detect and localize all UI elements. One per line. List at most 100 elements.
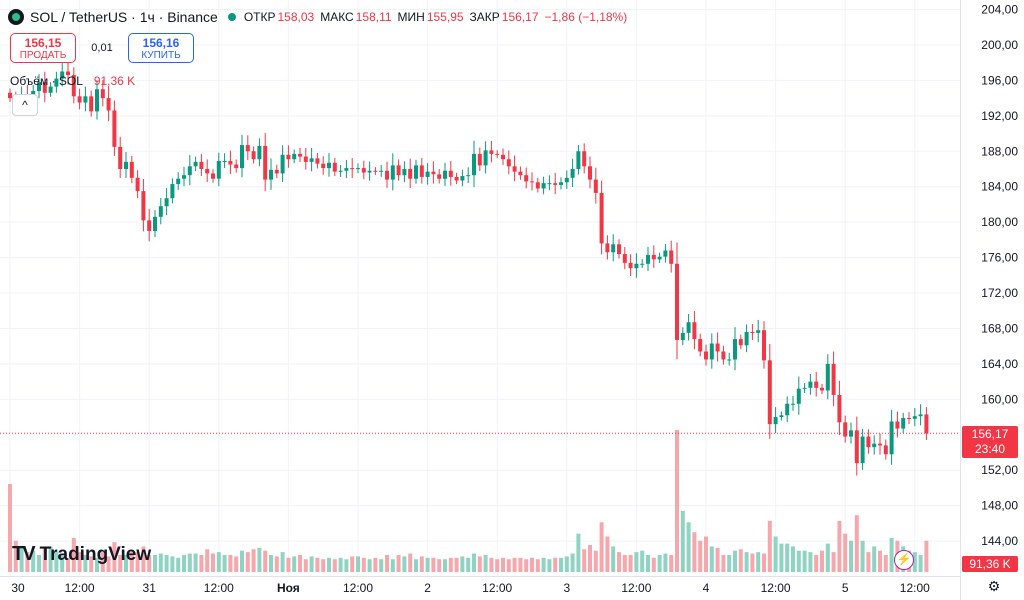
candle-body [727,359,732,361]
volume-bar [802,550,807,572]
volume-bar [878,550,882,572]
candle-body [901,417,906,429]
candle-body [576,151,581,169]
price-axis[interactable]: 204,00 200,00 196,00 192,00 188,00 184,00 180,… [981,3,1018,549]
volume-bar [48,546,53,572]
candle-body [553,183,558,185]
candle-body [750,332,755,334]
y-tick-label: 184,00 [981,180,1018,194]
candle-body [112,110,117,147]
candle-body [448,170,453,177]
volume-bar [553,557,558,572]
volume-bar [605,536,610,572]
time-axis[interactable]: 30 12:00 31 12:00 Ноя 12:00 2 12:00 3 12:00 4 12:00… [11,581,930,595]
candle-body [651,254,656,260]
collapse-legend-button[interactable]: ^ [12,94,38,116]
high-label: МАКС [320,10,354,24]
candle-body [425,171,430,177]
sell-label: ПРОДАТЬ [19,50,67,61]
tradingview-logo-icon: TV [12,543,36,565]
volume-bar [402,556,407,572]
candle-body [66,71,70,76]
y-tick-label: 172,00 [981,286,1018,300]
sell-button[interactable]: 156,15 ПРОДАТЬ [10,33,76,63]
volume-bar [651,557,656,572]
lightning-icon[interactable]: ⚡ [894,550,914,570]
volume-bar [164,554,169,572]
volume-bar [704,536,708,572]
buy-button[interactable]: 156,16 КУПИТЬ [128,33,194,63]
market-status-icon [227,13,236,21]
candle-body [709,343,714,360]
x-tick-label: 31 [143,581,157,595]
candle-body [640,263,645,265]
candle-body [686,322,691,333]
candle-body [321,163,326,169]
candle-body [506,159,511,167]
candle-body [785,403,790,416]
volume-bar [820,550,824,572]
volume-bar [367,559,372,572]
sell-price: 156,15 [24,36,62,50]
candle-body [292,153,297,160]
volume-bar [379,559,384,572]
candle-body [849,430,853,437]
candle-body [588,166,592,180]
candle-body [582,151,587,167]
candle-body [379,170,384,172]
volume-bar [419,556,424,572]
candle-body [622,254,627,263]
buy-price: 156,16 [142,36,180,50]
volume-bar [530,557,534,572]
x-tick-label: 5 [842,581,849,595]
candle-body [698,339,703,352]
candle-body [193,161,198,167]
symbol-title[interactable]: SOL / TetherUS · 1ч · Binance [30,9,218,25]
volume-bar [396,554,401,572]
volume-bar [199,554,204,572]
candle-body [918,414,923,417]
candle-body [153,216,157,231]
candle-body [402,168,407,176]
volume-bar [425,557,430,572]
candle-body [808,381,813,388]
volume-bar [187,553,192,572]
tradingview-logo[interactable]: TV TradingView [12,543,151,566]
candle-body [646,254,650,264]
volume-bar [385,554,389,572]
volume-bar [193,553,198,572]
candle-body [657,256,662,260]
y-tick-label: 180,00 [981,215,1018,229]
volume-bar [489,557,494,572]
low-value: 155,95 [426,10,464,24]
candle-body [715,343,720,352]
candle-body [559,182,563,185]
candle-body [460,176,465,181]
volume-bar [269,554,273,572]
volume-legend[interactable]: Объём · SOL 91,36 K [10,74,135,88]
candle-body [385,170,389,180]
volume-bar [408,553,413,572]
volume-bar [309,556,314,572]
chart-header: SOL / TetherUS · 1ч · Binance ОТКР 158,0… [8,6,627,28]
settings-gear-icon[interactable]: ⚙ [987,578,1001,594]
candle-body [211,173,215,179]
volume-bar [356,556,360,572]
volume-bar [170,556,175,572]
candle-body [564,177,569,183]
candle-body [100,89,105,99]
volume-bar [680,510,685,572]
candle-body [692,322,697,340]
volume-bar [576,533,581,572]
volume-bar [483,554,488,572]
candle-body [663,250,668,257]
x-tick-label: 3 [563,581,570,595]
candle-body [187,166,192,176]
volume-bar [466,557,471,572]
volume-bar [559,557,563,572]
candle-body [860,436,865,464]
volume-bar [443,559,447,572]
close-label: ЗАКР [469,10,500,24]
candle-body [477,153,482,166]
